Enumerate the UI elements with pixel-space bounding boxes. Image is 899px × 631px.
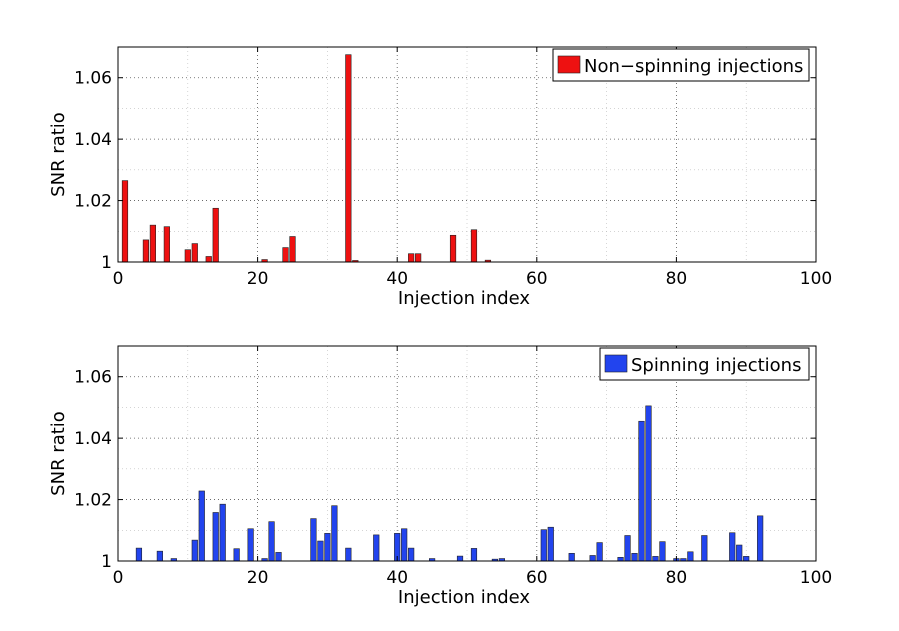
bar: [757, 515, 764, 562]
bar: [449, 234, 457, 263]
bar: [282, 247, 289, 263]
grid: [118, 346, 816, 561]
bar: [156, 550, 163, 562]
bar: [596, 542, 603, 562]
bar: [736, 544, 743, 562]
bar: [589, 555, 596, 562]
bar: [638, 420, 645, 562]
subplot-1: 1 1.02 1.04 1.06 0 20 40 60 80 100 Injection index…: [48, 46, 832, 309]
bar: [645, 405, 652, 562]
bar: [345, 547, 352, 562]
y-tick-label: 1.06: [74, 368, 112, 388]
bar: [275, 552, 282, 562]
bar: [687, 551, 694, 562]
bar: [331, 505, 338, 562]
bar: [289, 236, 296, 263]
x-tick-label: 100: [800, 568, 832, 588]
x-tick-label: 0: [113, 269, 124, 289]
bar: [324, 533, 331, 562]
y-tick-label: 1.02: [74, 192, 112, 212]
x-tick-label: 60: [526, 269, 548, 289]
y-tick-label: 1: [101, 552, 112, 572]
bar: [456, 555, 464, 562]
y-tick-label: 1.02: [74, 491, 112, 511]
bar: [631, 553, 638, 562]
bar: [652, 556, 659, 562]
bar: [659, 541, 666, 562]
y-tick-label: 1: [101, 253, 112, 273]
axes-frame: [117, 345, 817, 562]
x-tick-label: 0: [113, 568, 124, 588]
x-tick-label: 100: [800, 269, 832, 289]
legend-swatch: [557, 55, 581, 74]
legend-box: [599, 347, 810, 381]
bar: [149, 224, 156, 263]
bar: [205, 256, 212, 263]
x-tick-label: 20: [247, 269, 269, 289]
bar: [142, 239, 150, 263]
bar: [317, 540, 324, 562]
bar: [415, 253, 422, 263]
bar: [729, 532, 736, 562]
bar: [212, 512, 219, 562]
bar: [568, 553, 575, 562]
plot-area: [118, 47, 816, 262]
y-tick-label: 1.04: [74, 130, 112, 150]
bar: [345, 54, 352, 263]
bar: [540, 529, 547, 562]
x-axis-label: Injection index: [398, 587, 530, 608]
x-tick-label: 80: [666, 269, 688, 289]
bar: [408, 547, 415, 562]
y-axis-label: SNR ratio: [48, 411, 69, 496]
bar: [184, 249, 191, 263]
subplot-2: 1 1.02 1.04 1.06 0 20 40 60 80 100 Injection index…: [48, 345, 832, 608]
y-tick-label: 1.04: [74, 429, 112, 449]
bar: [191, 243, 198, 263]
bar: [408, 253, 415, 263]
bar: [547, 526, 554, 562]
bar: [212, 207, 219, 263]
bar: [233, 548, 240, 562]
x-tick-label: 20: [247, 568, 269, 588]
bar: [743, 556, 750, 562]
bar: [219, 503, 226, 562]
x-tick-label: 40: [386, 568, 408, 588]
bar: [624, 535, 631, 562]
legend-swatch: [604, 354, 628, 373]
bar: [163, 226, 170, 263]
legend-label: Non−spinning injections: [584, 56, 803, 77]
axes-frame: [117, 46, 817, 263]
grid: [118, 47, 816, 262]
bar: [617, 557, 624, 562]
plot-area: [118, 346, 816, 561]
bar: [135, 547, 143, 562]
bar: [247, 528, 254, 562]
legend: Spinning injections: [599, 347, 810, 381]
x-tick-label: 60: [526, 568, 548, 588]
bar: [470, 548, 478, 562]
y-tick-label: 1.06: [74, 69, 112, 89]
bar-series: [121, 54, 492, 263]
bar: [121, 180, 129, 263]
bar: [191, 539, 198, 562]
bar: [470, 229, 478, 263]
x-axis-label: Injection index: [398, 288, 530, 309]
bar: [701, 535, 708, 562]
legend-label: Spinning injections: [631, 355, 801, 376]
bar: [198, 490, 205, 562]
legend: Non−spinning injections: [552, 48, 810, 82]
x-tick-label: 80: [666, 568, 688, 588]
bar: [373, 534, 380, 562]
x-tick-label: 40: [386, 269, 408, 289]
bar: [401, 528, 408, 562]
bar: [310, 518, 317, 562]
y-axis-label: SNR ratio: [48, 112, 69, 197]
bar: [268, 521, 275, 562]
legend-box: [552, 48, 810, 82]
